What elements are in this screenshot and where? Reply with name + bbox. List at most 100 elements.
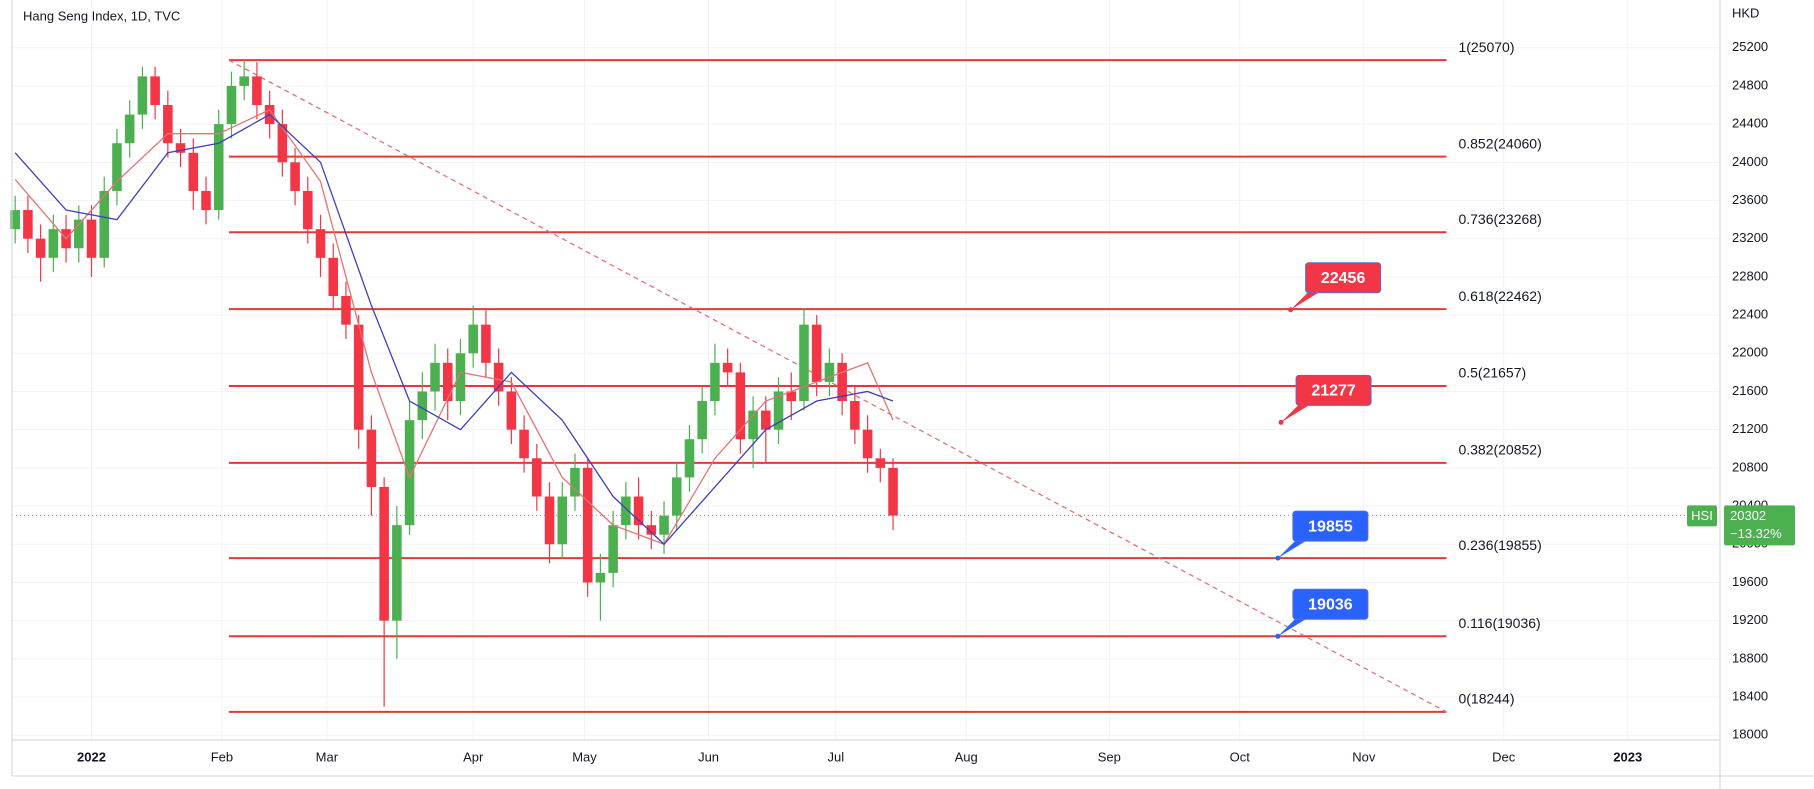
moving-average-line xyxy=(14,108,894,546)
x-tick-label: Jun xyxy=(698,749,719,764)
candle-body xyxy=(684,439,695,478)
candle-body xyxy=(761,410,771,430)
axes: 1800018400188001920019600200002040020800… xyxy=(77,39,1795,764)
candle-body xyxy=(722,362,733,373)
y-tick-label: 19600 xyxy=(1732,574,1768,589)
candle-body xyxy=(74,219,84,249)
candle-body xyxy=(99,190,110,258)
fib-level-label: 1(25070) xyxy=(1458,39,1514,55)
y-tick-label: 18400 xyxy=(1732,688,1768,703)
y-tick-label: 19200 xyxy=(1732,612,1768,627)
candle-body xyxy=(303,190,313,230)
candle-body xyxy=(175,143,186,153)
candle-body xyxy=(163,105,173,144)
moving-average-line xyxy=(14,113,894,546)
candle-body xyxy=(570,467,580,497)
callout-box xyxy=(1305,262,1382,294)
x-tick-label: Oct xyxy=(1230,749,1251,764)
callout-pointer xyxy=(1281,403,1313,423)
y-tick-label: 25200 xyxy=(1732,39,1768,54)
candle-body xyxy=(888,467,898,516)
candle-body xyxy=(608,525,618,573)
candle-body xyxy=(442,362,453,402)
candle-body xyxy=(850,401,860,430)
candle-body xyxy=(811,324,822,382)
candle-body xyxy=(493,362,504,392)
y-tick-label: 23200 xyxy=(1732,230,1768,245)
x-tick-label: Apr xyxy=(463,749,484,764)
plot-area: 1(25070) 0.852(24060) 0.736(23268) 0.618(22… xyxy=(10,39,1720,713)
candle-body xyxy=(213,124,224,211)
callout-anchor xyxy=(1278,419,1284,425)
fib-level-label: 0.618(22462) xyxy=(1458,288,1541,304)
x-tick-label: Nov xyxy=(1352,749,1376,764)
fib-level-label: 0.236(19855) xyxy=(1458,537,1541,553)
callout-anchor xyxy=(1275,555,1281,561)
candle-body xyxy=(710,362,720,402)
fib-level-label: 0.736(23268) xyxy=(1458,211,1541,227)
candle-body xyxy=(226,85,237,125)
candle-body xyxy=(341,296,351,325)
candle-body xyxy=(544,496,555,545)
y-tick-label: 18800 xyxy=(1732,650,1768,665)
symbol-badge xyxy=(1687,505,1717,527)
callout-box xyxy=(1292,510,1369,542)
x-tick-label: May xyxy=(572,749,597,764)
candle-body xyxy=(837,362,847,402)
y-tick-label: 21600 xyxy=(1732,383,1768,398)
symbol-label: HSI xyxy=(1691,508,1713,523)
candle-body xyxy=(48,229,59,258)
x-tick-label: Feb xyxy=(211,749,233,764)
candle-body xyxy=(124,114,135,144)
x-tick-label: Mar xyxy=(316,749,339,764)
candle-body xyxy=(379,486,389,621)
candle-body xyxy=(773,391,784,430)
candle-body xyxy=(366,429,377,487)
y-tick-label: 22400 xyxy=(1732,307,1768,322)
candle-body xyxy=(786,391,797,402)
candle-body xyxy=(277,124,288,163)
candle-body xyxy=(799,324,809,402)
candle-body xyxy=(633,496,644,526)
callout-label: 19855 xyxy=(1308,518,1353,535)
candle-body xyxy=(862,429,873,459)
fib-level-label: 0.852(24060) xyxy=(1458,135,1541,151)
callout-label: 21277 xyxy=(1311,383,1356,400)
candle-body xyxy=(671,477,682,516)
candle-body xyxy=(646,525,657,535)
candle-body xyxy=(392,525,402,621)
y-tick-label: 20800 xyxy=(1732,459,1768,474)
candle-body xyxy=(621,496,631,526)
candle-body xyxy=(824,362,835,382)
x-tick-label: Aug xyxy=(955,749,978,764)
candle-body xyxy=(875,458,886,468)
chart-title: Hang Seng Index, 1D, TVC xyxy=(23,8,180,23)
candle-body xyxy=(23,210,33,239)
callout-label: 19036 xyxy=(1308,597,1353,614)
y-tick-label: 24400 xyxy=(1732,116,1768,131)
candle-body xyxy=(430,362,440,392)
candle-body xyxy=(697,401,707,440)
x-tick-label: Jul xyxy=(827,749,844,764)
callout-anchor xyxy=(1288,307,1294,313)
candle-body xyxy=(595,572,606,583)
fib-level-label: 0(18244) xyxy=(1458,691,1514,707)
fib-level-label: 0.5(21657) xyxy=(1458,365,1526,381)
candle-body xyxy=(735,372,746,440)
candle-body xyxy=(137,76,148,115)
candle-body xyxy=(315,229,326,258)
candle-body xyxy=(252,76,262,106)
candle-body xyxy=(519,429,529,459)
callout-pointer xyxy=(1277,539,1309,559)
x-tick-label: Dec xyxy=(1492,749,1516,764)
x-tick-label: 2023 xyxy=(1613,749,1642,764)
candle-body xyxy=(506,391,517,430)
y-tick-label: 24000 xyxy=(1732,154,1768,169)
callout-box xyxy=(1295,374,1372,406)
callout-pointer xyxy=(1290,290,1322,310)
x-tick-label: 2022 xyxy=(77,749,106,764)
fib-level-label: 0.116(19036) xyxy=(1458,615,1540,631)
y-tick-label: 24800 xyxy=(1732,77,1768,92)
